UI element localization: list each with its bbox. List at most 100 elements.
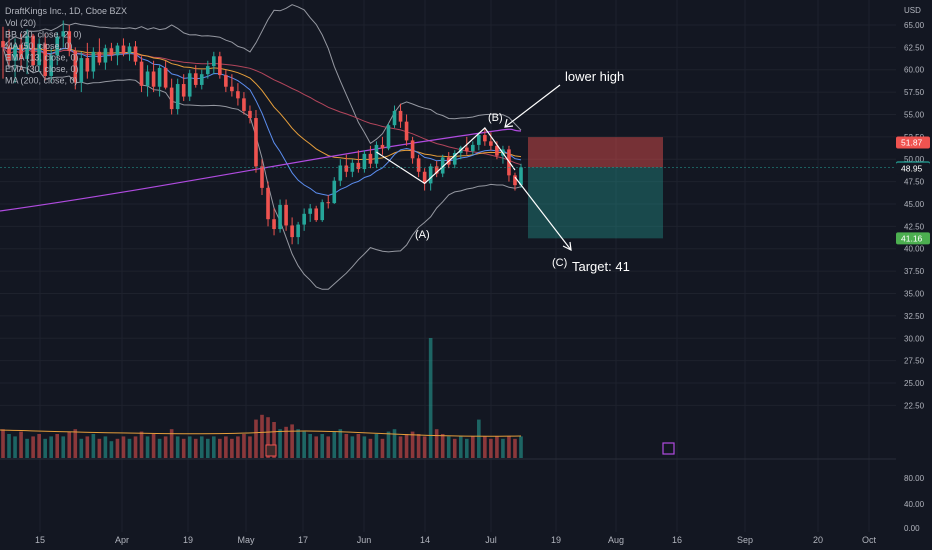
candle-body xyxy=(79,58,84,83)
y-tick-label: 65.00 xyxy=(904,21,925,30)
volume-bar xyxy=(73,429,78,458)
candle-body xyxy=(242,98,246,111)
candle xyxy=(338,159,343,187)
volume-bar xyxy=(326,436,331,458)
volume-bar xyxy=(452,438,457,458)
y-tick-label: 57.50 xyxy=(904,88,925,97)
candle xyxy=(386,123,391,151)
candle-body xyxy=(121,45,126,54)
y-tick-label: 30.00 xyxy=(904,334,925,343)
x-tick-label: Jul xyxy=(485,535,497,545)
candle xyxy=(519,163,523,188)
volume-bar xyxy=(181,438,186,458)
y-tick-label: 27.50 xyxy=(904,357,925,366)
candle-body xyxy=(55,36,60,56)
candle xyxy=(452,150,457,169)
candle xyxy=(266,181,270,227)
candle xyxy=(187,69,192,102)
candle-body xyxy=(236,91,240,99)
indicator-legend-item: Vol (20) xyxy=(5,18,36,28)
candle xyxy=(205,60,210,79)
candle xyxy=(19,33,23,70)
volume-bar xyxy=(151,434,156,458)
candle xyxy=(308,203,312,222)
price-label: 48.95 xyxy=(901,164,923,174)
candle-body xyxy=(272,219,276,230)
x-tick-label: Sep xyxy=(737,535,753,545)
candle-body xyxy=(49,55,53,76)
candle xyxy=(37,38,41,72)
candle-body xyxy=(199,74,204,85)
candle xyxy=(224,69,228,93)
volume-bar xyxy=(13,436,17,458)
volume-bar xyxy=(1,429,5,458)
volume-bar xyxy=(416,434,421,458)
candle-body xyxy=(416,158,421,172)
candle xyxy=(13,38,17,84)
candle-body xyxy=(338,165,343,181)
y-tick-label: 22.50 xyxy=(904,401,925,410)
x-tick-label: Oct xyxy=(862,535,877,545)
candle xyxy=(1,26,5,79)
volume-bar xyxy=(483,436,487,458)
volume-tick-label: 80.00 xyxy=(904,474,925,483)
candle xyxy=(374,141,379,169)
volume-bar xyxy=(230,438,234,458)
candle-body xyxy=(284,204,288,226)
candle xyxy=(175,78,180,115)
candle-body xyxy=(109,48,114,56)
volume-bar xyxy=(121,436,126,458)
candle-body xyxy=(477,135,481,145)
candle xyxy=(296,221,300,245)
candle-body xyxy=(320,202,325,221)
candle-body xyxy=(175,84,180,110)
volume-bar xyxy=(175,436,180,458)
volume-bar xyxy=(115,438,120,458)
candle xyxy=(79,51,84,93)
y-tick-label: 47.50 xyxy=(904,178,925,187)
volume-bar xyxy=(501,438,505,458)
y-tick-label: 42.50 xyxy=(904,222,925,231)
candle xyxy=(163,60,168,90)
candle-body xyxy=(356,162,361,170)
candle xyxy=(392,105,397,128)
candle-body xyxy=(115,45,120,56)
volume-bar xyxy=(212,436,216,458)
candle-body xyxy=(404,121,409,141)
candle xyxy=(121,38,126,57)
target-label: Target: 41 xyxy=(572,259,630,274)
candle xyxy=(398,103,403,128)
candle-body xyxy=(31,35,35,66)
candle-body xyxy=(519,167,523,186)
lower-high-label: lower high xyxy=(565,69,624,84)
volume-tick-label: 40.00 xyxy=(904,500,925,509)
volume-bar xyxy=(127,438,132,458)
candle xyxy=(85,42,90,79)
candle-body xyxy=(464,147,469,152)
volume-bar xyxy=(368,438,373,458)
profit-zone xyxy=(528,167,663,239)
x-tick-label: 15 xyxy=(35,535,45,545)
candle xyxy=(458,145,463,160)
candle-body xyxy=(308,208,312,214)
volume-bar xyxy=(471,436,475,458)
candle-body xyxy=(266,187,270,220)
candle-body xyxy=(73,50,78,83)
candle xyxy=(422,168,427,191)
volume-bar xyxy=(446,436,451,458)
candle xyxy=(254,109,258,173)
volume-bar xyxy=(440,434,445,458)
volume-bar xyxy=(7,434,11,458)
candle xyxy=(43,33,47,81)
candle-body xyxy=(302,213,306,225)
y-tick-label: 25.00 xyxy=(904,379,925,388)
indicator-legend-item: MA (200, close, 0) xyxy=(5,76,78,86)
candle-body xyxy=(133,46,138,62)
volume-bar xyxy=(513,438,517,458)
y-tick-label: 35.00 xyxy=(904,290,925,299)
candle-body xyxy=(139,61,144,86)
candle-body xyxy=(260,166,264,188)
volume-bar xyxy=(169,429,174,458)
volume-bar xyxy=(338,429,343,458)
